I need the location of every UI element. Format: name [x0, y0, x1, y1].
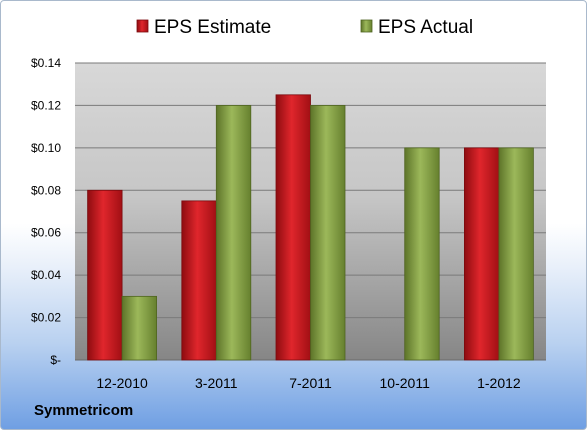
x-tick-label: 3-2011 [195, 375, 238, 391]
estimate-bar [275, 94, 311, 361]
y-tick-label: $- [50, 353, 61, 367]
actual-bar [310, 105, 346, 361]
y-tick-label: $0.10 [31, 141, 61, 155]
estimate-bar [463, 147, 500, 361]
y-axis-ticks: $- $0.02 $0.04 $0.06 $0.08 $0.10 $0.12 $0.14 [31, 56, 61, 367]
x-tick-label: 12-2010 [96, 375, 148, 391]
actual-bar [215, 105, 252, 361]
y-tick-label: $0.04 [31, 268, 61, 282]
legend-actual-icon [360, 19, 373, 33]
y-tick-label: $0.06 [31, 226, 61, 240]
y-tick-label: $0.14 [31, 56, 61, 70]
actual-bar [404, 147, 440, 361]
x-tick-label: 10-2011 [380, 375, 431, 391]
bars [87, 94, 534, 361]
legend: EPS Estimate EPS Actual [136, 17, 473, 38]
actual-bar [121, 295, 157, 361]
x-tick-label: 1-2012 [477, 375, 521, 391]
y-tick-label: $0.12 [31, 98, 61, 112]
company-name: Symmetricom [34, 402, 134, 419]
y-tick-label: $0.02 [31, 311, 61, 325]
actual-bar [498, 147, 534, 361]
x-tick-label: 7-2011 [289, 375, 332, 391]
estimate-bar [87, 189, 123, 361]
y-tick-label: $0.08 [31, 183, 61, 197]
estimate-bar [181, 200, 217, 361]
legend-label: EPS Estimate [154, 17, 271, 38]
legend-label: EPS Actual [378, 17, 473, 38]
x-axis-ticks: 12-2010 3-2011 7-2011 10-2011 1-2012 [96, 375, 521, 391]
legend-estimate-icon [136, 19, 149, 33]
